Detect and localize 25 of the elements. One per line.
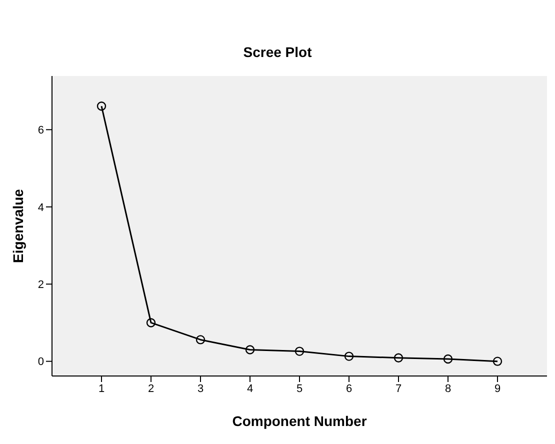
x-tick-label: 2 <box>148 382 154 395</box>
y-tick-label: 4 <box>38 202 44 214</box>
x-tick-label: 1 <box>98 382 105 395</box>
point <box>294 346 304 356</box>
x-tick-label: 6 <box>346 382 352 395</box>
chart-title: Scree Plot <box>242 43 313 62</box>
x-tick-label: 5 <box>296 382 303 395</box>
point <box>443 354 453 364</box>
x-tick-label: 7 <box>395 382 402 395</box>
point <box>344 352 354 361</box>
x-tick-label: 8 <box>444 382 452 395</box>
point <box>245 345 255 354</box>
point <box>492 356 502 366</box>
point <box>146 318 156 328</box>
x-axis-title: Component Number <box>232 413 368 429</box>
y-tick-label: 6 <box>38 124 44 137</box>
y-tick-label: 0 <box>38 356 44 368</box>
y-tick-label: 2 <box>38 279 44 292</box>
point <box>96 102 106 111</box>
point <box>394 353 404 362</box>
point <box>196 335 206 344</box>
x-tick-label: 9 <box>494 382 501 395</box>
y-axis-title: Eigenvalue <box>10 188 26 263</box>
x-tick-label: 3 <box>197 382 204 395</box>
x-tick-label: 4 <box>246 382 254 395</box>
